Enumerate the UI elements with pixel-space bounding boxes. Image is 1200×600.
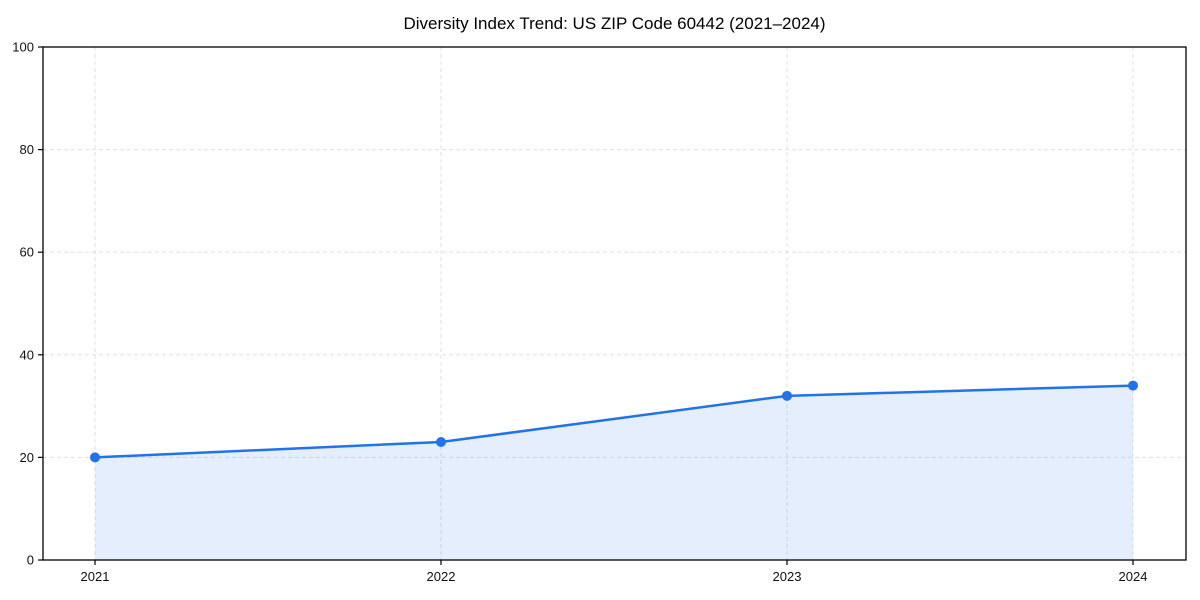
y-tick-label: 20 [20,450,34,465]
trend-line [93,384,1135,459]
y-tick-label: 80 [20,142,34,157]
area-fill [95,385,1133,560]
plot-border [42,46,1187,561]
data-point-marker [782,390,792,401]
y-tick-label: 100 [12,40,34,55]
y-tick-label: 60 [20,245,34,260]
y-tick-label: 40 [20,347,34,362]
data-point-marker [1128,380,1138,391]
x-tick-label: 2021 [81,569,110,584]
x-tick-label: 2024 [1119,569,1148,584]
x-tick-label: 2023 [773,569,802,584]
data-point-marker [90,452,100,463]
chart-title: Diversity Index Trend: US ZIP Code 60442… [403,14,826,33]
x-tick-label: 2022 [427,569,456,584]
y-tick-label: 0 [27,553,34,568]
data-point-marker [436,437,446,448]
